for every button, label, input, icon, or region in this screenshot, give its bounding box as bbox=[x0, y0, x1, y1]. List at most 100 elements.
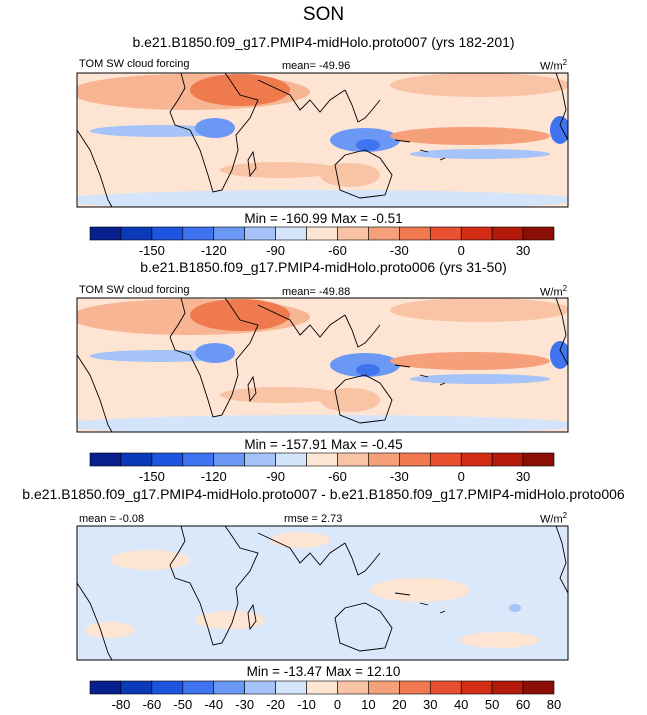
panel3-minmax: Min = -13.47 Max = 12.10 bbox=[246, 664, 401, 679]
colorbar1-cell-14 bbox=[522, 226, 555, 241]
colorbar3-cell-7 bbox=[306, 680, 338, 695]
map1-field-congo bbox=[195, 118, 235, 138]
colorbar1-cell-13 bbox=[491, 226, 524, 241]
map3-field-patch-e bbox=[460, 632, 540, 648]
coast-madagascar-map3 bbox=[247, 603, 257, 631]
colorbar3-label-0: -80 bbox=[112, 697, 131, 712]
colorbar1-label-6: 30 bbox=[516, 243, 530, 258]
colorbar3-label-10: 30 bbox=[423, 697, 437, 712]
colorbar3-cell-1 bbox=[120, 680, 153, 695]
map2-field-east-pacific bbox=[550, 341, 568, 369]
panel2-minmax: Min = -157.91 Max = -0.45 bbox=[244, 437, 403, 452]
colorbar3-cell-12 bbox=[460, 680, 493, 695]
panel3-mean: mean = -0.08 bbox=[79, 513, 145, 525]
coast-islands-map1 bbox=[394, 139, 446, 161]
colorbar2-cell-11 bbox=[429, 452, 462, 467]
panel3-case-title: b.e21.B1850.f09_g17.PMIP4-midHolo.proto0… bbox=[22, 486, 625, 502]
map2-field-north-pacific bbox=[390, 298, 568, 322]
coast-africa-map3 bbox=[169, 525, 259, 646]
map1-field-australia bbox=[320, 163, 380, 187]
coast-madagascar-map2 bbox=[247, 375, 257, 403]
colorbar3-cell-4 bbox=[213, 680, 245, 695]
colorbar3-cell-0 bbox=[89, 680, 122, 695]
colorbar1-cell-1 bbox=[120, 226, 153, 241]
colorbar1-cell-12 bbox=[460, 226, 493, 241]
figure-title: SON bbox=[302, 4, 345, 25]
colorbar3-label-2: -50 bbox=[173, 697, 192, 712]
colorbar1-label-1: -120 bbox=[201, 243, 227, 258]
map3-field-patch-d bbox=[195, 611, 265, 629]
colorbar2-label-0: -150 bbox=[139, 469, 165, 484]
colorbar-1: -150 -120 -90 -60 -30 0 30 bbox=[89, 226, 555, 258]
panel2-units: W/m2 bbox=[540, 284, 568, 299]
map-panel-1 bbox=[77, 73, 568, 207]
colorbar1-cell-10 bbox=[399, 226, 431, 241]
colorbar1-cell-7 bbox=[306, 226, 338, 241]
map2-field-pacific-dry bbox=[390, 352, 550, 370]
coast-southeast-asia-map1 bbox=[344, 89, 381, 123]
colorbar3-cell-8 bbox=[337, 680, 369, 695]
colorbar3-cell-13 bbox=[491, 680, 524, 695]
colorbar1-cell-0 bbox=[89, 226, 122, 241]
map-panel-3 bbox=[77, 526, 568, 660]
colorbar1-label-3: -60 bbox=[328, 243, 347, 258]
colorbar3-label-1: -60 bbox=[142, 697, 161, 712]
colorbar3-label-13: 60 bbox=[516, 697, 530, 712]
colorbar3-cell-14 bbox=[522, 680, 555, 695]
colorbar-2: -150 -120 -90 -60 -30 0 30 bbox=[89, 452, 555, 484]
map1-field-southern-ocean bbox=[77, 190, 568, 207]
colorbar1-cell-5 bbox=[244, 226, 276, 241]
map2-field-indonesia-core bbox=[356, 364, 380, 376]
coast-australia-map2 bbox=[334, 374, 393, 424]
colorbar3-cell-9 bbox=[368, 680, 400, 695]
colorbar2-cell-14 bbox=[522, 452, 555, 467]
coast-australia-map3 bbox=[334, 602, 393, 652]
colorbar3-label-8: 10 bbox=[361, 697, 375, 712]
colorbar2-cell-10 bbox=[399, 452, 431, 467]
coast-south-america-west-map2 bbox=[76, 354, 113, 433]
coast-south-america-west-map1 bbox=[76, 129, 113, 208]
colorbar2-cell-13 bbox=[491, 452, 524, 467]
colorbar2-label-5: 0 bbox=[458, 469, 465, 484]
coast-africa-map1 bbox=[169, 72, 259, 193]
coast-africa-map2 bbox=[169, 297, 259, 418]
coast-madagascar-map1 bbox=[247, 150, 257, 178]
panel1-case-title: b.e21.B1850.f09_g17.PMIP4-midHolo.proto0… bbox=[132, 34, 515, 50]
coast-islands-map3 bbox=[394, 592, 446, 614]
colorbar2-cell-7 bbox=[306, 452, 338, 467]
colorbar1-cell-4 bbox=[213, 226, 245, 241]
map3-field-patch-g bbox=[509, 604, 521, 612]
colorbar2-cell-0 bbox=[89, 452, 122, 467]
map2-field-southern-ocean bbox=[77, 415, 568, 432]
coast-arabia-india-map1 bbox=[257, 79, 346, 113]
map1-field-north-pacific bbox=[390, 73, 568, 97]
coast-americas-east-map2 bbox=[555, 297, 569, 366]
panel1-mean: mean= -49.96 bbox=[282, 60, 351, 72]
map2-field-congo bbox=[195, 343, 235, 363]
map3-field-patch-c bbox=[370, 578, 470, 602]
coast-southeast-asia-map2 bbox=[344, 314, 381, 348]
coast-americas-east-map3 bbox=[555, 525, 569, 594]
colorbar2-cell-6 bbox=[275, 452, 307, 467]
colorbar1-cell-3 bbox=[182, 226, 215, 241]
colorbar1-cell-6 bbox=[275, 226, 307, 241]
map1-field-pacific-itcz bbox=[410, 149, 550, 159]
colorbar2-label-2: -90 bbox=[266, 469, 285, 484]
map3-field-patch-b bbox=[270, 532, 330, 548]
coast-americas-east-map1 bbox=[555, 72, 569, 141]
panel1-variable: TOM SW cloud forcing bbox=[79, 58, 190, 70]
colorbar2-cell-1 bbox=[120, 452, 153, 467]
map2-field-australia bbox=[320, 388, 380, 412]
colorbar2-cell-3 bbox=[182, 452, 215, 467]
coast-south-america-west-map3 bbox=[76, 582, 113, 661]
map2-field-sahara bbox=[190, 299, 290, 331]
colorbar-3: -80 -60 -50 -40 -30 -20 -10 0 10 20 30 40 50 60 80 bbox=[89, 680, 561, 712]
colorbar1-label-5: 0 bbox=[458, 243, 465, 258]
panel1-units: W/m2 bbox=[540, 58, 568, 73]
colorbar3-label-14: 80 bbox=[547, 697, 561, 712]
colorbar2-label-1: -120 bbox=[201, 469, 227, 484]
colorbar2-label-6: 30 bbox=[516, 469, 530, 484]
map1-field-indonesia-core bbox=[356, 139, 380, 151]
map1-field-pacific-dry bbox=[390, 127, 550, 145]
